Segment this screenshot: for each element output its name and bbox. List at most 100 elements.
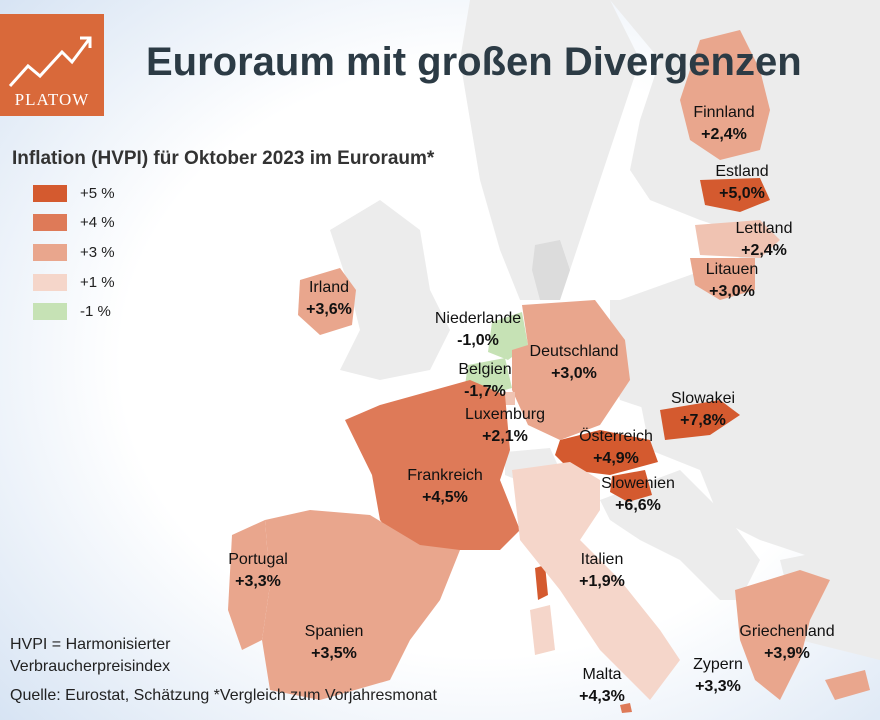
country-name: Malta [582, 666, 622, 683]
country-value: +5,0% [719, 185, 765, 202]
land-poland-czech [610, 300, 730, 410]
country-shape-spanien [262, 510, 460, 700]
rising-chart-icon [8, 36, 92, 88]
country-name: Luxemburg [464, 406, 546, 423]
country-value: -1,0% [457, 332, 499, 349]
country-shape-slowakei [660, 400, 740, 440]
platow-logo: PLATOW [0, 14, 104, 116]
country-shape-korsika [535, 565, 548, 600]
country-value: +3,6% [306, 301, 352, 318]
country-value: +4,5% [422, 489, 468, 506]
country-name: Slowakei [670, 390, 736, 407]
country-shape-lettland [695, 220, 780, 258]
country-name: Niederlande [434, 310, 522, 327]
source-note: Quelle: Eurostat, Schätzung *Vergleich z… [10, 687, 437, 704]
country-label-estland: Estland +5,0% [715, 161, 768, 205]
legend-item: +3 % [33, 244, 233, 262]
country-name: Finnland [693, 104, 755, 121]
country-shape-malta [620, 703, 632, 713]
legend-label: +5 % [80, 185, 115, 202]
country-value: +3,3% [695, 678, 741, 695]
country-shape-frankreich [345, 380, 520, 550]
country-shape-irland [298, 268, 356, 335]
map-subtitle: Inflation (HVPI) für Oktober 2023 im Eur… [12, 148, 435, 169]
country-shape-estland [700, 178, 770, 212]
country-value: +3,0% [551, 365, 597, 382]
country-name: Italien [580, 551, 624, 568]
country-value: -1,7% [464, 383, 506, 400]
legend-swatch [33, 303, 67, 320]
country-shape-zypern [825, 670, 870, 700]
land-denmark [532, 240, 570, 300]
country-label-luxemburg: Luxemburg +2,1% [465, 404, 545, 448]
country-shape-niederlande [488, 312, 528, 360]
country-label-zypern: Zypern +3,3% [693, 654, 743, 698]
country-label-italien: Italien +1,9% [579, 549, 625, 593]
legend-swatch [33, 214, 67, 231]
country-shape-griechenland [735, 570, 830, 700]
country-name: Frankreich [407, 467, 483, 484]
country-shape-slowenien [610, 470, 652, 502]
country-label-lettland: Lettland +2,4% [736, 218, 793, 262]
country-name: Spanien [304, 623, 364, 640]
country-label-slowenien: Slowenien +6,6% [601, 473, 675, 517]
country-name: Zypern [693, 656, 743, 673]
legend-label: -1 % [80, 303, 111, 320]
country-label-portugal: Portugal +3,3% [228, 549, 288, 593]
footnote-hvpi-line2: Verbraucherpreisindex [10, 658, 171, 675]
country-value: +2,4% [701, 126, 747, 143]
country-label-slowakei: Slowakei +7,8% [671, 388, 735, 432]
country-shape-oesterreich [555, 430, 658, 475]
country-shape-luxemburg [503, 392, 515, 405]
country-label-belgien: Belgien -1,7% [458, 359, 511, 403]
country-name: Litauen [705, 261, 759, 278]
country-shape-finnland [680, 30, 770, 160]
legend-label: +3 % [80, 244, 115, 261]
logo-text: PLATOW [14, 90, 90, 109]
country-name: Griechenland [739, 623, 835, 640]
legend-item: -1 % [33, 303, 233, 321]
country-shape-deutschland [512, 300, 630, 440]
country-name: Slowenien [601, 475, 675, 492]
country-value: +6,6% [615, 497, 661, 514]
country-label-litauen: Litauen +3,0% [706, 259, 759, 303]
country-value: +3,9% [764, 645, 810, 662]
country-value: +2,1% [482, 428, 528, 445]
country-name: Lettland [735, 220, 793, 237]
page-title: Euroraum mit großen Divergenzen [146, 40, 802, 84]
land-balkans [600, 470, 760, 600]
country-shape-portugal [228, 520, 270, 650]
country-label-deutschland: Deutschland +3,0% [530, 341, 619, 385]
country-label-frankreich: Frankreich +4,5% [407, 465, 483, 509]
country-name: Österreich [579, 428, 653, 445]
country-name: Irland [308, 279, 350, 296]
legend-swatch [33, 185, 67, 202]
country-label-malta: Malta +4,3% [579, 664, 625, 708]
legend-swatch [33, 274, 67, 291]
land-scandinavia [460, 0, 640, 300]
country-shape-italien [512, 462, 680, 700]
country-name: Estland [715, 163, 769, 180]
footnote-hvpi-line1: HVPI = Harmonisierter [10, 636, 171, 653]
country-label-irland: Irland +3,6% [306, 277, 352, 321]
legend-label: +4 % [80, 214, 115, 231]
country-value: +3,5% [311, 645, 357, 662]
country-value: +3,3% [235, 573, 281, 590]
legend-swatch [33, 244, 67, 261]
country-name: Deutschland [529, 343, 619, 360]
country-value: +4,9% [593, 450, 639, 467]
legend-label: +1 % [80, 274, 115, 291]
country-label-spanien: Spanien +3,5% [305, 621, 364, 665]
country-label-oesterreich: Österreich +4,9% [579, 426, 653, 470]
land-great-britain [330, 200, 450, 380]
country-name: Belgien [458, 361, 512, 378]
legend-item: +4 % [33, 214, 233, 232]
country-label-griechenland: Griechenland +3,9% [739, 621, 834, 665]
country-label-niederlande: Niederlande -1,0% [435, 308, 521, 352]
country-value: +1,9% [579, 573, 625, 590]
country-label-finnland: Finnland +2,4% [693, 102, 754, 146]
country-value: +4,3% [579, 688, 625, 705]
country-value: +7,8% [680, 412, 726, 429]
country-shape-sardinien [530, 605, 555, 655]
